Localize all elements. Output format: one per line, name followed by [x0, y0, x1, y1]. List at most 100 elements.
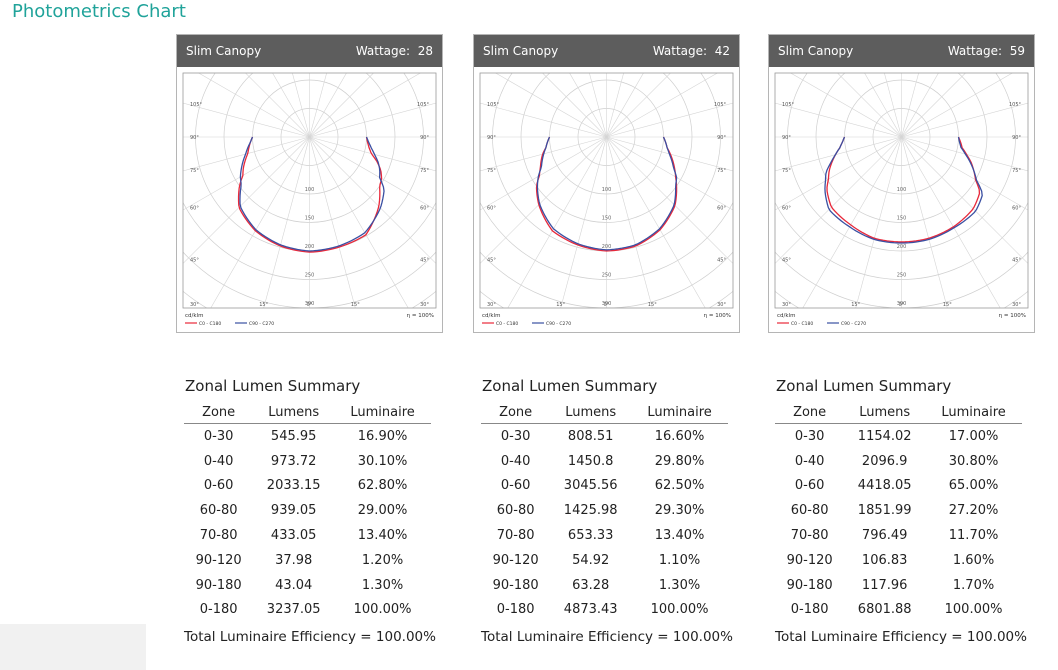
angle-tick-label: 90°: [190, 135, 199, 141]
angle-tick-label: 0°: [604, 302, 610, 308]
angle-tick-label: 75°: [420, 168, 429, 174]
table-cell: 100.00%: [353, 602, 412, 618]
angle-tick-label: 60°: [782, 206, 791, 212]
grid-spoke: [606, 136, 706, 308]
polar-grid: [480, 73, 733, 308]
table-cell: 973.72: [270, 453, 317, 469]
wattage-value: 59: [1009, 44, 1025, 58]
grid-spoke: [480, 102, 607, 138]
angle-tick-label: 90°: [1012, 135, 1021, 141]
total-efficiency: Total Luminaire Efficiency = 100.00%: [775, 629, 1027, 646]
efficiency-label: η = 100%: [407, 313, 434, 319]
grid-spoke: [309, 136, 436, 264]
series-line-c0-c180: [535, 136, 678, 252]
table-cell: 1425.98: [563, 503, 618, 519]
grid-spoke: [606, 73, 671, 138]
grid-spoke: [901, 136, 1028, 211]
grid-spoke: [855, 136, 902, 308]
wattage-label: Wattage:: [947, 44, 1003, 58]
summary-title: Zonal Lumen Summary: [776, 377, 952, 395]
angle-tick-label: 45°: [190, 258, 199, 264]
grid-spoke: [292, 73, 310, 138]
table-cell: 65.00%: [948, 478, 999, 494]
table-row: 90-180 63.28 1.30%: [481, 573, 728, 598]
grid-spoke: [606, 73, 644, 138]
table-cell: 3045.56: [563, 478, 618, 494]
grid-spoke: [775, 136, 902, 211]
column-header: Luminaire: [925, 401, 1022, 424]
table-cell: 29.30%: [654, 503, 705, 519]
column-header: Lumens: [550, 401, 632, 424]
unit-label: cd/klm: [482, 313, 500, 319]
table-row: 0-60 3045.56 62.50%: [481, 474, 728, 499]
grid-spoke: [606, 136, 653, 308]
table-cell: 4873.43: [563, 602, 618, 618]
grid-spoke: [790, 73, 902, 138]
table-cell: 1.70%: [952, 577, 995, 593]
table-row: 60-80 939.05 29.00%: [184, 498, 431, 523]
grid-spoke: [606, 136, 733, 264]
angle-tick-label: 0°: [307, 302, 313, 308]
legend-label: C90 - C270: [546, 321, 571, 327]
grid-spoke: [901, 73, 939, 138]
table-cell: 27.20%: [948, 503, 999, 519]
table-cell: 62.50%: [654, 478, 705, 494]
table-cell: 796.49: [861, 528, 908, 544]
table-cell: 1450.8: [567, 453, 614, 469]
legend-label: C0 - C180: [791, 321, 813, 327]
table-cell: 54.92: [572, 552, 610, 568]
table-row: 0-40 1450.8 29.80%: [481, 449, 728, 474]
table-cell: 1.60%: [952, 552, 995, 568]
grid-spoke: [901, 73, 1013, 138]
radial-tick-label: 100: [305, 187, 315, 193]
angle-tick-label: 60°: [420, 206, 429, 212]
photometric-panel-59w: Slim Canopy Wattage: 59 100 150 200 250 300 1…: [768, 34, 1035, 333]
table-row: 90-120 54.92 1.10%: [481, 548, 728, 573]
radial-tick-label: 150: [897, 216, 907, 222]
table-cell: 2096.9: [861, 453, 908, 469]
table-cell: 62.80%: [357, 478, 408, 494]
angle-tick-label: 90°: [782, 135, 791, 141]
table-cell: 90-180: [492, 577, 539, 593]
table-row: 60-80 1425.98 29.30%: [481, 498, 728, 523]
zonal-summary-59w: Zonal Lumen Summary Zone Lumens Luminaire 0…: [775, 376, 1040, 648]
radial-tick-label: 150: [305, 216, 315, 222]
angle-tick-label: 45°: [717, 258, 726, 264]
angle-tick-label: 60°: [1012, 206, 1021, 212]
angle-tick-label: 60°: [717, 206, 726, 212]
angle-tick-label: 45°: [420, 258, 429, 264]
grid-spoke: [864, 73, 902, 138]
angle-tick-label: 30°: [717, 302, 726, 308]
zonal-lumen-table: Zone Lumens Luminaire 0-30 1154.02 17.00% 0-40…: [775, 401, 1022, 622]
table-cell: 70-80: [199, 528, 238, 544]
table-cell: 0-180: [199, 602, 238, 618]
table-cell: 70-80: [496, 528, 535, 544]
angle-tick-label: 90°: [717, 135, 726, 141]
product-name: Slim Canopy: [186, 44, 262, 58]
angle-tick-label: 105°: [714, 102, 727, 108]
grid-spoke: [901, 136, 1001, 308]
table-row: 90-120 106.83 1.60%: [775, 548, 1022, 573]
angle-tick-label: 30°: [782, 302, 791, 308]
radial-tick-label: 150: [602, 216, 612, 222]
radial-tick-label: 300: [602, 301, 612, 307]
zonal-summary-28w: Zonal Lumen Summary Zone Lumens Luminaire 0…: [184, 376, 449, 648]
column-header: Zone: [184, 401, 254, 424]
grid-spoke: [263, 136, 310, 308]
table-cell: 1.30%: [658, 577, 701, 593]
table-cell: 29.80%: [654, 453, 705, 469]
angle-tick-label: 15°: [556, 302, 565, 308]
grid-spoke: [309, 73, 347, 138]
panel-header: Slim Canopy Wattage: 28: [177, 35, 442, 67]
grid-spoke: [606, 73, 624, 138]
grid-spoke: [272, 73, 310, 138]
grid-spoke: [606, 102, 733, 138]
table-cell: 70-80: [790, 528, 829, 544]
table-cell: 16.90%: [357, 428, 408, 444]
grid-spoke: [309, 136, 356, 308]
angle-tick-label: 15°: [259, 302, 268, 308]
table-cell: 13.40%: [357, 528, 408, 544]
table-cell: 1851.99: [857, 503, 912, 519]
grid-spoke: [183, 102, 310, 138]
wattage-display: Wattage: 59: [948, 35, 1025, 67]
